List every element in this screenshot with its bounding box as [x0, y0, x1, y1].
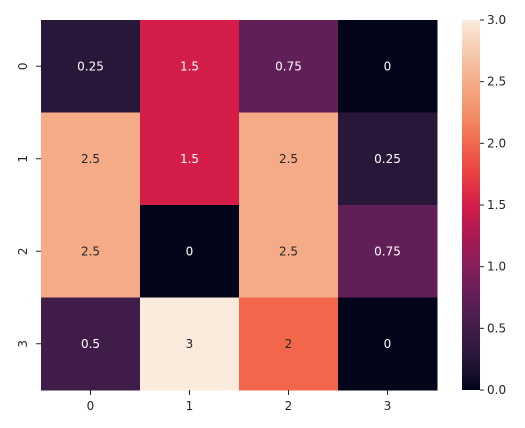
- cell-value-label: 2.5: [81, 152, 100, 166]
- heatmap-cell-r1-c1: [140, 112, 240, 206]
- cell-value-label: 0.25: [77, 59, 104, 73]
- cell-value-label: 0.25: [374, 152, 401, 166]
- colorbar: 0.0 0.5 1.0 1.5 2.0 2.5 3.0: [462, 13, 506, 397]
- heatmap-cell-r0-c3: [338, 20, 438, 113]
- heatmap-cell-r0-c2: [239, 20, 339, 113]
- x-tick-label: 3: [384, 399, 392, 413]
- heatmap-cell-r2-c0: [41, 205, 141, 298]
- colorbar-tick-label: 2.5: [487, 75, 506, 89]
- y-axis: 0 1 2 3: [16, 62, 41, 348]
- heatmap-cell-r1-c0: [41, 112, 141, 206]
- cell-value-label: 2: [285, 337, 293, 351]
- colorbar-tick-label: 0.0: [487, 383, 506, 397]
- heatmap-cell-r3-c2: [239, 297, 339, 391]
- heatmap-cell-r3-c0: [41, 297, 141, 391]
- cell-value-label: 1.5: [180, 59, 199, 73]
- y-tick-label: 3: [16, 340, 30, 348]
- cell-value-label: 2.5: [279, 244, 298, 258]
- heatmap-cell-r0-c1: [140, 20, 240, 113]
- y-tick-label: 2: [16, 247, 30, 255]
- cell-value-label: 1.5: [180, 152, 199, 166]
- heatmap-cell-r1-c3: [338, 112, 438, 206]
- y-tick-label: 1: [16, 155, 30, 163]
- colorbar-tick-label: 0.5: [487, 321, 506, 335]
- heatmap-cell-r3-c3: [338, 297, 438, 391]
- heatmap-cell-r0-c0: [41, 20, 141, 113]
- x-tick-label: 1: [186, 399, 194, 413]
- x-tick-label: 2: [285, 399, 293, 413]
- heatmap-cell-r2-c1: [140, 205, 240, 298]
- cell-value-label: 0.75: [374, 244, 401, 258]
- heatmap-cell-r2-c3: [338, 205, 438, 298]
- cell-value-label: 2.5: [81, 244, 100, 258]
- heatmap-cell-labels: 0.25 1.5 0.75 0 2.5 1.5 2.5 0.25 2.5 0 2.5 0.75 0.5 3…: [77, 59, 401, 351]
- y-tick-label: 0: [16, 62, 30, 70]
- colorbar-tick-label: 1.5: [487, 198, 506, 212]
- heatmap-cell-r1-c2: [239, 112, 339, 206]
- x-axis: 0 1 2 3: [87, 390, 392, 413]
- x-tick-label: 0: [87, 399, 95, 413]
- colorbar-tick-label: 1.0: [487, 260, 506, 274]
- cell-value-label: 0: [384, 59, 392, 73]
- heatmap-cell-r3-c1: [140, 297, 240, 391]
- colorbar-tick-label: 2.0: [487, 136, 506, 150]
- heatmap-cell-r2-c2: [239, 205, 339, 298]
- cell-value-label: 0.5: [81, 337, 100, 351]
- cell-value-label: 0: [384, 337, 392, 351]
- colorbar-gradient: [462, 20, 480, 390]
- heatmap-cells: [41, 20, 438, 391]
- cell-value-label: 0: [186, 244, 194, 258]
- cell-value-label: 2.5: [279, 152, 298, 166]
- cell-value-label: 0.75: [275, 59, 302, 73]
- colorbar-tick-label: 3.0: [487, 13, 506, 27]
- cell-value-label: 3: [186, 337, 194, 351]
